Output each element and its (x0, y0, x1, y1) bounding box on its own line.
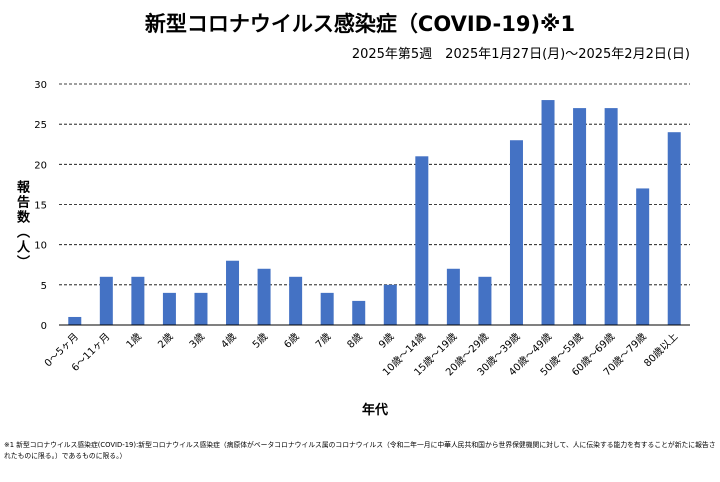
x-tick-label: 1歳 (124, 331, 144, 351)
bar (573, 108, 587, 325)
x-axis-label: 年代 (361, 403, 388, 418)
bar (99, 276, 113, 325)
y-tick-label: 25 (34, 120, 47, 131)
bar (541, 100, 555, 325)
bar (131, 276, 145, 325)
bar (667, 132, 681, 325)
y-tick-label: 20 (34, 160, 47, 171)
x-tick-label: 7歳 (313, 331, 333, 351)
x-tick-label: 3歳 (187, 331, 207, 351)
bar (383, 284, 397, 325)
x-tick-label: 80歳以上 (642, 331, 681, 370)
bar (352, 300, 366, 325)
bar (415, 156, 429, 325)
x-tick-label: 2歳 (155, 331, 175, 351)
x-tick-label: 8歳 (345, 331, 365, 351)
bar (604, 108, 618, 325)
bar (509, 140, 523, 325)
bar (320, 292, 334, 325)
bar (446, 268, 460, 325)
x-tick-label: 4歳 (219, 331, 239, 351)
bar (162, 292, 176, 325)
y-tick-label: 10 (34, 241, 47, 252)
bar (257, 268, 271, 325)
chart-title: 新型コロナウイルス感染症（COVID-19)※1 (144, 12, 576, 36)
x-tick-label: 6歳 (282, 331, 302, 351)
y-tick-label: 15 (34, 201, 47, 212)
y-axis-label: 報告数（人） (14, 180, 29, 270)
bar (289, 276, 303, 325)
footnote: ※1 新型コロナウイルス感染症(COVID-19):新型コロナウイルス感染症（病… (4, 441, 716, 460)
x-tick-label: 9歳 (376, 331, 396, 351)
bar (194, 292, 208, 325)
x-tick-label: 5歳 (250, 331, 270, 351)
bar (68, 316, 82, 325)
bar (636, 188, 650, 325)
bar (226, 260, 240, 325)
y-tick-label: 0 (41, 321, 47, 332)
bar (478, 276, 492, 325)
y-tick-label: 30 (34, 80, 47, 91)
chart-subtitle: 2025年第5週 2025年1月27日(月)～2025年2月2日(日) (351, 47, 690, 62)
y-tick-label: 5 (41, 281, 47, 292)
